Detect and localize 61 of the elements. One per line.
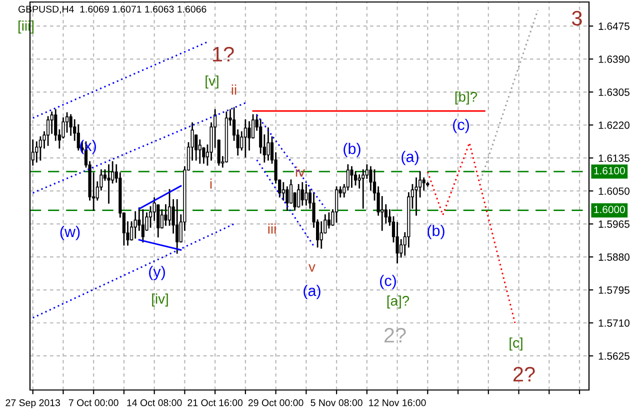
annotation: v [308,264,316,272]
candlestick [334,186,338,223]
candlestick [141,209,144,242]
candlestick [380,196,384,231]
ref-line-label: 1.6000 [594,206,625,214]
line-series [426,142,516,324]
x-tick-label: 29 Oct 00:00 [248,399,304,406]
annotation: ii [232,84,236,95]
annotation: [iv] [152,294,168,306]
y-tick-label: 1.6475 [598,22,630,30]
annotation: i [210,178,212,189]
candlestick [244,119,247,158]
y-tick-label: 1.5625 [598,352,630,360]
y-tick-label: 1.6390 [598,56,630,63]
y-tick-label: 1.5880 [598,253,630,261]
candlestick [176,199,179,254]
candlestick [297,184,300,208]
annotation: 2? [513,366,535,382]
y-tick-label: 1.6050 [598,187,630,195]
candlestick [266,127,270,161]
annotation: [b]? [455,92,478,104]
annotation: (a) [402,150,418,166]
y-tick-label: 1.5710 [598,319,630,327]
x-tick-label: 21 Oct 16:00 [188,399,243,406]
candlestick [107,164,110,204]
x-tick-label: 7 Oct 00:00 [68,399,118,406]
candlestick [320,221,323,249]
x-tick-label: 27 Sep 2013 [6,399,60,408]
annotation: (b) [428,224,444,240]
annotation: iii [268,224,276,234]
candlestick [50,111,54,134]
y-tick-label: 1.6220 [598,121,630,129]
y-tick-label: 1.5965 [598,220,630,228]
candlestick [286,186,289,211]
annotation: 1? [213,46,234,62]
candlestick [164,204,168,226]
annotation: (b) [344,142,360,158]
annotation: [v] [206,76,218,88]
annotation: [a]? [387,296,410,308]
x-tick-label: 12 Nov 16:00 [369,399,426,406]
ref-line-label: 1.6100 [594,166,625,174]
annotation: 3 [572,10,582,26]
annotation: (c) [453,118,469,134]
y-tick-label: 1.6135 [598,154,630,162]
annotation: (w) [60,226,80,240]
candlestick [300,182,304,206]
candlestick [350,166,354,188]
candlestick [134,211,137,239]
candlestick [304,184,308,206]
candlestick [168,189,172,226]
y-tick-label: 1.5795 [598,286,630,294]
x-tick-label: 14 Oct 08:00 [127,399,182,406]
candlestick [422,177,426,190]
annotation: 2? [384,328,406,342]
annotation: (a) [304,284,320,300]
annotation: (c) [380,274,396,290]
x-tick-label: 5 Nov 08:00 [310,399,362,406]
annotation: (y) [149,266,165,280]
candlestick [282,182,285,201]
annotation: [c] [510,338,522,350]
y-tick-label: 1.6305 [598,88,630,96]
